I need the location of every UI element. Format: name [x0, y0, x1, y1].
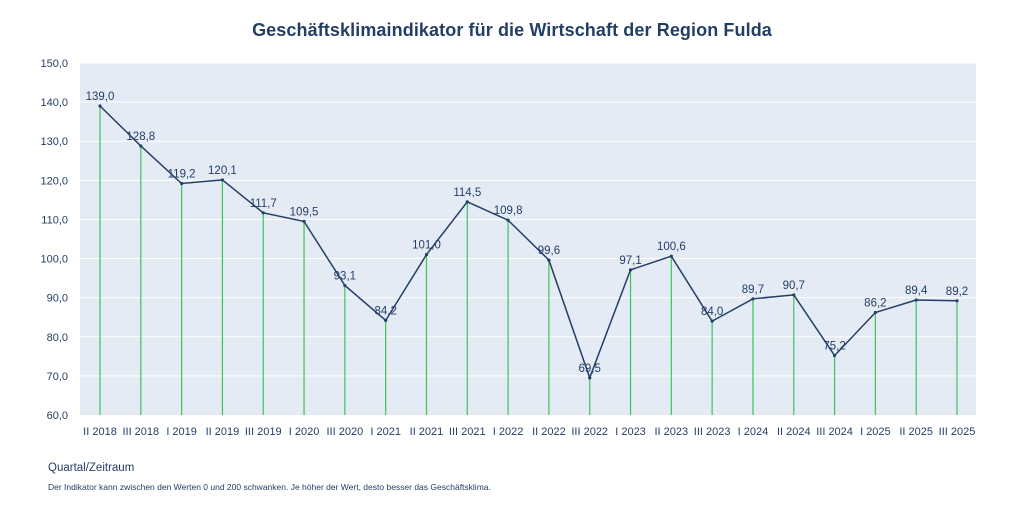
data-point	[343, 283, 347, 288]
data-point	[139, 144, 143, 148]
y-tick-label: 60,0	[47, 410, 68, 422]
y-tick-label: 70,0	[47, 371, 68, 383]
data-label: 75,2	[823, 341, 845, 353]
x-tick-label: III 2025	[939, 426, 976, 438]
x-tick-label: III 2020	[327, 426, 364, 438]
data-point	[588, 376, 592, 380]
x-tick-label: II 2018	[83, 426, 117, 438]
x-tick-label: I 2023	[615, 426, 646, 438]
data-label: 84,0	[701, 306, 723, 318]
y-tick-label: 140,0	[40, 97, 68, 109]
data-point	[465, 200, 469, 204]
y-tick-label: 100,0	[40, 254, 68, 266]
data-point	[180, 181, 184, 186]
data-label: 99,6	[538, 245, 560, 257]
x-tick-label: II 2021	[410, 426, 444, 438]
data-point	[669, 254, 673, 258]
data-label: 139,0	[86, 91, 115, 103]
x-tick-label: II 2019	[206, 426, 240, 438]
x-tick-label: I 2024	[738, 426, 769, 438]
data-point	[261, 211, 265, 215]
y-tick-label: 90,0	[47, 293, 68, 305]
data-point	[955, 299, 959, 303]
data-point	[547, 258, 551, 262]
data-label: 100,6	[657, 241, 686, 253]
data-point	[873, 310, 877, 315]
data-label: 111,7	[250, 198, 277, 210]
y-tick-label: 150,0	[40, 58, 68, 70]
data-point	[384, 318, 388, 322]
data-label: 84,2	[374, 305, 396, 317]
x-tick-label: I 2019	[166, 426, 197, 438]
data-label: 89,7	[742, 284, 764, 296]
data-label: 109,8	[494, 205, 523, 217]
data-point	[424, 253, 429, 257]
x-tick-label: II 2025	[899, 426, 933, 438]
data-point	[751, 297, 755, 301]
y-tick-label: 80,0	[47, 332, 68, 344]
y-tick-label: 120,0	[40, 175, 68, 187]
x-tick-label: I 2025	[860, 426, 891, 438]
x-tick-label: II 2022	[532, 426, 566, 438]
data-label: 101,0	[412, 240, 441, 252]
x-tick-label: I 2021	[370, 426, 401, 438]
series-line	[99, 105, 958, 381]
data-label: 89,2	[946, 286, 968, 298]
data-label: 120,1	[208, 165, 237, 177]
data-label: 93,1	[334, 271, 356, 283]
y-tick-label: 110,0	[41, 214, 68, 226]
footnote: Der Indikator kann zwischen den Werten 0…	[48, 482, 491, 492]
x-tick-label: III 2018	[122, 426, 159, 438]
data-label: 109,5	[290, 206, 319, 218]
data-point	[710, 319, 714, 323]
data-label: 128,8	[126, 131, 155, 143]
chart-title: Geschäftsklimaindikator für die Wirtscha…	[252, 20, 772, 40]
x-axis-label: Quartal/Zeitraum	[48, 462, 135, 474]
x-tick-label: II 2023	[655, 426, 689, 438]
data-point	[914, 298, 918, 302]
data-label: 90,7	[783, 280, 805, 292]
data-label: 114,5	[453, 187, 481, 199]
x-tick-label: III 2023	[694, 426, 731, 438]
data-label: 89,4	[905, 285, 928, 297]
data-label: 86,2	[864, 298, 886, 310]
x-tick-label: III 2019	[245, 426, 282, 438]
data-point	[98, 104, 102, 108]
x-tick-label: III 2021	[449, 426, 486, 438]
x-tick-label: I 2022	[493, 426, 524, 438]
data-label: 119,2	[168, 168, 196, 180]
data-point	[506, 218, 510, 222]
data-point	[220, 178, 225, 182]
data-point	[792, 293, 796, 297]
x-tick-label: II 2024	[777, 426, 811, 438]
data-point	[628, 268, 633, 272]
data-label: 69,5	[579, 363, 601, 375]
x-tick-label: III 2022	[571, 426, 608, 438]
x-tick-label: III 2024	[816, 426, 853, 438]
y-tick-label: 130,0	[40, 136, 68, 148]
data-label: 97,1	[619, 255, 641, 267]
data-point	[302, 219, 306, 223]
x-tick-label: I 2020	[289, 426, 320, 438]
data-point	[832, 353, 837, 358]
